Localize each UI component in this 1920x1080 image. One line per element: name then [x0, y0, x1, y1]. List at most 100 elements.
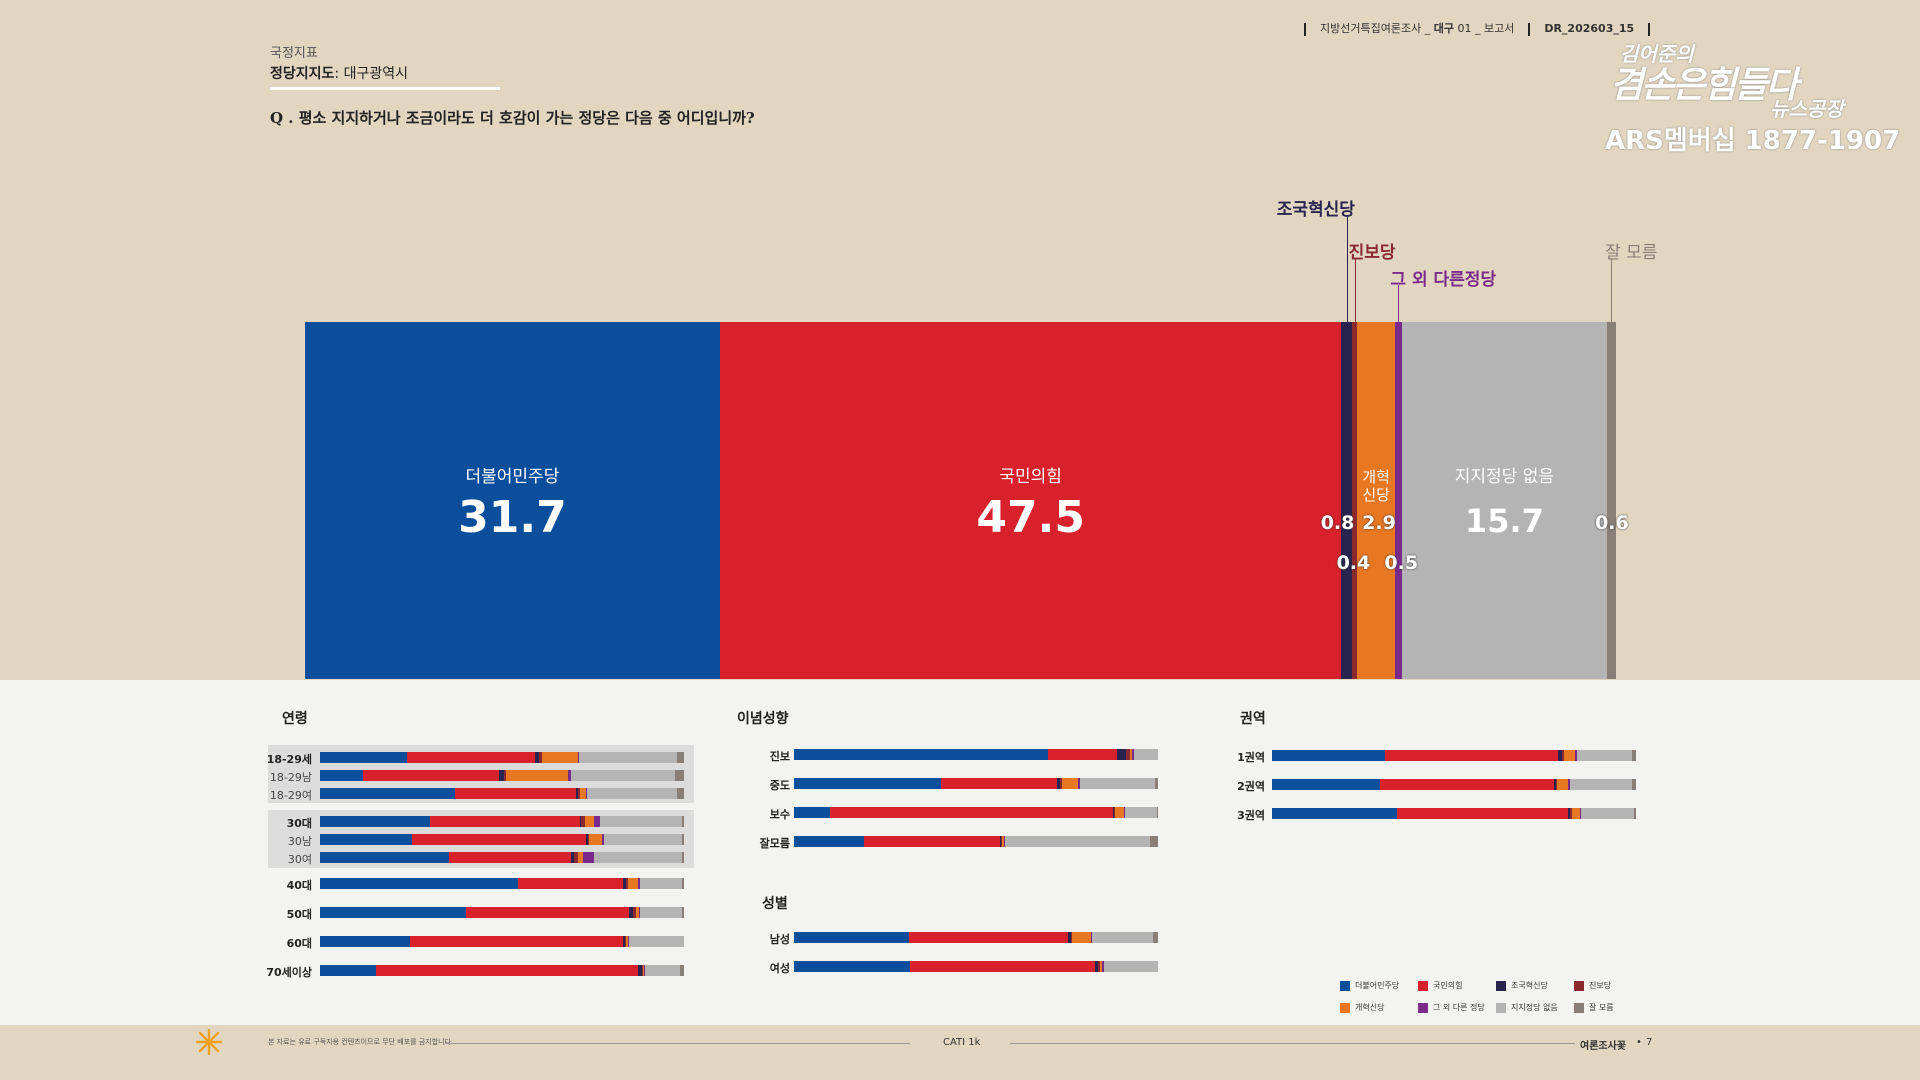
row-label: 2권역 [1237, 780, 1265, 793]
row-bar-segment-gaehyuk [1556, 779, 1569, 790]
group-title-0: 연령 [282, 711, 308, 727]
row-bar-segment-jinbo [1570, 808, 1572, 819]
legend-swatch [1418, 980, 1428, 991]
row-bar-segment-none [594, 852, 682, 863]
row-label: 30여 [287, 853, 312, 866]
row-bar-segment-none [570, 770, 675, 781]
row-bar-segment-jogook [498, 770, 505, 781]
row-bar-segment-other [1078, 778, 1081, 789]
row-bar [320, 834, 684, 845]
row-bar-segment-jinbo [1555, 779, 1557, 790]
legend-item-none: 지지정당 없음 [1496, 1002, 1558, 1013]
row-bar-segment-none [1580, 808, 1635, 819]
legend-item-ppp: 국민의힘 [1418, 980, 1462, 991]
row-bar-segment-jinbo [1070, 932, 1073, 943]
row-bar-segment-minjoo [794, 749, 1049, 760]
legend-label: 잘 모름 [1589, 1003, 1614, 1012]
row-bar-segment-jogook [1553, 779, 1556, 790]
row-bar-segment-ppp [909, 932, 1069, 943]
row-bar-segment-gaehyuk [1072, 932, 1091, 943]
row-label: 1권역 [1237, 751, 1265, 764]
legend-label: 조국혁신당 [1511, 981, 1548, 990]
row-bar-segment-ppp [406, 752, 536, 763]
row-bar-segment-ppp [375, 965, 639, 976]
row-label: 60대 [286, 937, 312, 950]
row-label: 여성 [769, 962, 790, 975]
row-bar-segment-gaehyuk [541, 752, 578, 763]
row-bar-segment-jinbo [1125, 749, 1130, 760]
row-label: 남성 [769, 933, 790, 946]
row-bar-segment-none [644, 965, 681, 976]
row-bar-segment-jogook [999, 836, 1002, 847]
row-bar [794, 932, 1158, 943]
row-bar-segment-minjoo [320, 788, 455, 799]
legend-item-jogook: 조국혁신당 [1496, 980, 1548, 991]
row-bar-segment-minjoo [320, 907, 466, 918]
row-bar-segment-jogook [1558, 750, 1563, 761]
row-bar-segment-minjoo [1272, 750, 1386, 761]
row-bar-segment-jogook [1568, 808, 1571, 819]
row-label: 30남 [287, 835, 312, 848]
flower-logo-icon [195, 1028, 223, 1056]
row-bar-segment-gaehyuk [580, 788, 586, 799]
legend-item-other: 그 외 다른 정당 [1418, 1002, 1485, 1013]
footer-notice: 본 자료는 유료 구독자용 컨텐츠이므로 무단 배포를 금지합니다 [268, 1038, 452, 1046]
row-label: 30대 [286, 817, 312, 830]
row-label: 40대 [286, 879, 312, 892]
row-bar-segment-jogook [579, 816, 582, 827]
row-bar-segment-jogook [1113, 807, 1115, 818]
row-bar-segment-other [627, 936, 629, 947]
main-bar-segment-none [1401, 322, 1608, 679]
group-title-3: 권역 [1240, 711, 1266, 727]
row-bar [1272, 750, 1636, 761]
logo-line2: 겸손은힘들다 [1610, 65, 1799, 106]
footer-rule-right [1010, 1043, 1575, 1044]
row-bar-segment-dontknow [1149, 836, 1158, 847]
row-bar-segment-ppp [449, 852, 571, 863]
row-bar-segment-dontknow [680, 965, 684, 976]
row-bar-segment-jogook [1095, 961, 1099, 972]
row-bar-segment-minjoo [794, 932, 910, 943]
legend-label: 그 외 다른 정당 [1433, 1003, 1485, 1012]
row-bar-segment-gaehyuk [1061, 778, 1079, 789]
page-title: 정당지지도: 대구광역시 [270, 63, 408, 83]
row-bar-segment-minjoo [794, 807, 831, 818]
row-bar-segment-jogook [622, 936, 625, 947]
row-bar-segment-gaehyuk [1571, 808, 1580, 819]
row-bar-segment-other [568, 770, 571, 781]
row-bar-segment-other [643, 965, 645, 976]
main-bar-segment-jinbo [1351, 322, 1358, 679]
row-bar-segment-jinbo [641, 965, 643, 976]
row-bar [794, 961, 1158, 972]
row-bar [1272, 808, 1636, 819]
row-label: 보수 [769, 808, 790, 821]
row-bar-segment-jinbo [574, 852, 579, 863]
legend: 더불어민주당 국민의힘 조국혁신당 진보당 개혁신당 그 외 다른 정당 지지정당 없음 잘 … [1340, 980, 1660, 1022]
row-bar-segment-minjoo [320, 878, 519, 889]
row-bar [794, 778, 1158, 789]
row-bar-segment-other [602, 834, 604, 845]
row-label: 18-29세 [266, 753, 312, 766]
row-bar [320, 936, 684, 947]
row-label: 18-29남 [269, 771, 312, 784]
row-bar-segment-minjoo [794, 778, 942, 789]
main-bar-segment-gaehyuk [1357, 322, 1396, 679]
row-bar-segment-none [579, 752, 677, 763]
row-bar [794, 807, 1158, 818]
row-label: 중도 [769, 779, 790, 792]
row-bar [320, 788, 684, 799]
row-bar-segment-ppp [941, 778, 1058, 789]
row-bar-segment-gaehyuk [625, 936, 628, 947]
row-bar-segment-ppp [454, 788, 576, 799]
row-bar-segment-other [638, 878, 640, 889]
row-bar-segment-none [1125, 807, 1157, 818]
row-bar-segment-gaehyuk [627, 878, 639, 889]
row-bar-segment-minjoo [320, 752, 407, 763]
legend-label: 개혁신당 [1355, 1003, 1385, 1012]
row-bar-segment-none [1004, 836, 1150, 847]
legend-swatch [1574, 980, 1584, 991]
row-bar-segment-minjoo [1272, 808, 1398, 819]
footer-bullet: • [1636, 1037, 1642, 1048]
meta-separator [1528, 22, 1531, 36]
main-bar-segment-ppp [719, 322, 1343, 679]
